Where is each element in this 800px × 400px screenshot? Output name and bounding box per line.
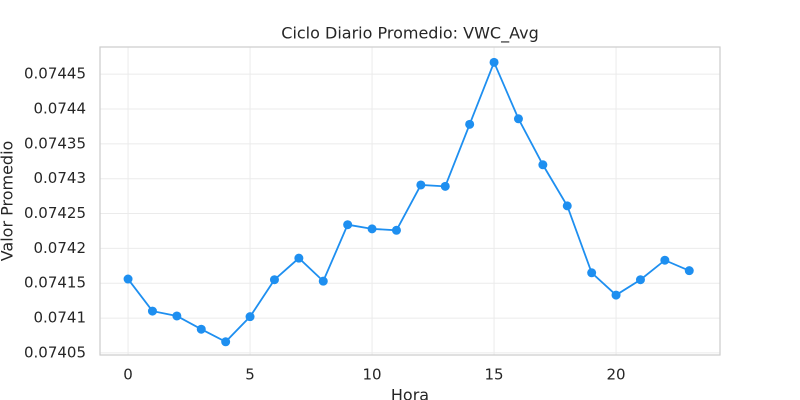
x-tick-label: 20 [607,366,626,384]
y-tick-label: 0.07435 [24,134,86,152]
x-tick-label: 10 [363,366,382,384]
data-point [172,311,182,321]
data-point [196,324,206,334]
data-point [489,57,499,67]
y-tick-label: 0.0744 [34,100,87,118]
data-point [245,312,255,322]
data-point [684,266,694,276]
x-tick-label: 5 [245,366,255,384]
data-point [635,275,645,285]
data-point [318,276,328,286]
data-point [611,290,621,300]
data-point [416,180,426,190]
data-point [123,274,133,284]
data-point [343,220,353,230]
data-point [440,181,450,191]
data-point [538,160,548,170]
data-point [587,268,597,278]
x-axis-label: Hora [391,386,429,400]
y-tick-label: 0.07405 [24,343,86,361]
y-tick-label: 0.0741 [34,309,87,327]
chart-title: Ciclo Diario Promedio: VWC_Avg [281,24,538,44]
y-tick-label: 0.07415 [24,274,86,292]
y-tick-label: 0.07425 [24,204,86,222]
x-tick-label: 15 [485,366,504,384]
y-axis-label: Valor Promedio [0,141,17,262]
y-tick-label: 0.0743 [34,169,87,187]
data-point [221,337,231,347]
x-tick-label: 0 [123,366,133,384]
y-tick-label: 0.0742 [34,239,87,257]
data-point [294,253,304,263]
data-line [127,59,690,343]
data-point [269,275,279,285]
plot-frame [99,46,721,356]
data-point [391,225,401,235]
y-tick-label: 0.07445 [24,65,86,83]
data-point [465,119,475,129]
data-point [513,114,523,124]
data-point [660,255,670,265]
data-point [562,201,572,211]
data-point [147,306,157,316]
data-point [367,224,377,234]
